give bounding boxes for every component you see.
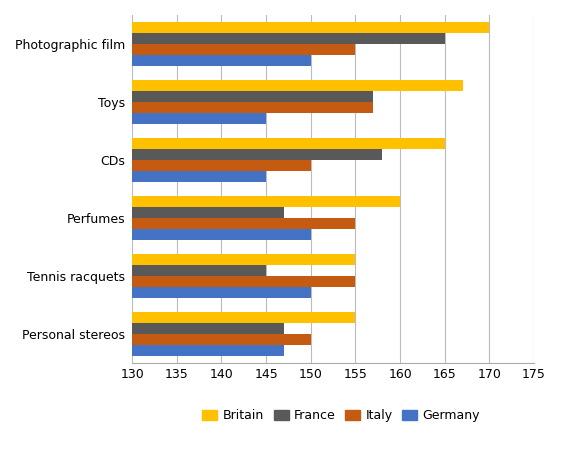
Bar bbox=[132, 149, 382, 160]
Bar bbox=[132, 323, 284, 334]
Bar bbox=[132, 287, 311, 298]
Bar bbox=[132, 218, 356, 229]
Bar bbox=[132, 80, 463, 91]
Legend: Britain, France, Italy, Germany: Britain, France, Italy, Germany bbox=[197, 404, 485, 427]
Bar bbox=[132, 138, 445, 149]
Bar bbox=[132, 207, 284, 218]
Bar bbox=[132, 229, 311, 240]
Bar bbox=[132, 113, 266, 124]
Bar bbox=[132, 33, 445, 44]
Bar bbox=[132, 55, 311, 66]
Bar bbox=[132, 345, 284, 356]
Bar bbox=[132, 160, 311, 171]
Bar bbox=[132, 44, 356, 55]
Bar bbox=[132, 91, 373, 102]
Bar bbox=[132, 102, 373, 113]
Bar bbox=[132, 254, 356, 265]
Bar bbox=[132, 276, 356, 287]
Bar bbox=[132, 265, 266, 276]
Bar bbox=[132, 196, 400, 207]
Bar bbox=[132, 22, 489, 33]
Bar bbox=[132, 171, 266, 182]
Bar bbox=[132, 334, 311, 345]
Bar bbox=[132, 312, 356, 323]
